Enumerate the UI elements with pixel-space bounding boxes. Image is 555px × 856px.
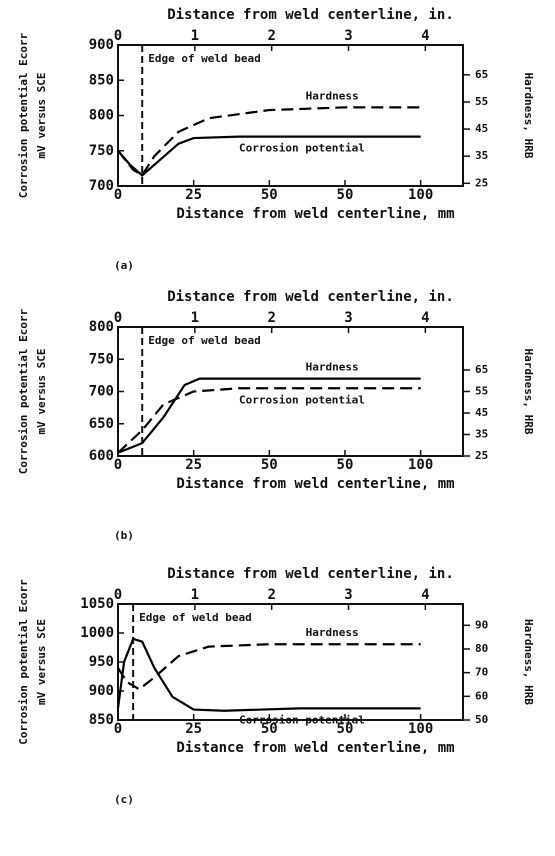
y2-tick-label: 65 <box>475 363 488 376</box>
y-axis-title: Corrosion potential Ecorr <box>17 32 30 198</box>
x-tick-label: 50 <box>337 721 354 737</box>
y-tick-label: 800 <box>89 108 114 124</box>
x2-tick-label: 1 <box>191 310 199 326</box>
x-tick-label: 50 <box>337 187 354 203</box>
x-tick-label: 25 <box>185 187 202 203</box>
y2-tick-label: 90 <box>475 618 488 631</box>
x2-tick-label: 1 <box>191 28 199 44</box>
x-tick-label: 50 <box>261 187 278 203</box>
y-tick-label: 650 <box>89 416 114 432</box>
y2-tick-label: 45 <box>475 122 488 135</box>
y2-tick-label: 35 <box>475 149 488 162</box>
y-tick-label: 750 <box>89 351 114 367</box>
series-line <box>117 643 421 691</box>
y2-tick-label: 50 <box>475 713 488 726</box>
series-label: Hardness <box>306 626 359 639</box>
x2-tick-label: 3 <box>344 587 352 603</box>
x2-tick-label: 0 <box>114 310 122 326</box>
weld-edge-label: Edge of weld bead <box>139 611 252 624</box>
y-axis-title: Corrosion potential Ecorr <box>17 308 30 474</box>
x-tick-label: 25 <box>185 457 202 473</box>
x-tick-label: 100 <box>408 187 433 203</box>
weld-edge-label: Edge of weld bead <box>148 52 261 65</box>
x2-tick-label: 0 <box>114 587 122 603</box>
x-tick-label: 50 <box>261 721 278 737</box>
y2-tick-label: 45 <box>475 406 488 419</box>
y2-tick-label: 80 <box>475 642 488 655</box>
series-line <box>117 387 421 454</box>
y2-axis-title: Hardness, HRB <box>522 72 535 158</box>
y2-tick-label: 55 <box>475 95 488 108</box>
x-axis-title: Distance from weld centerline, mm <box>176 740 454 756</box>
x2-tick-label: 1 <box>191 587 199 603</box>
y-tick-label: 700 <box>89 178 114 194</box>
x-tick-label: 50 <box>261 457 278 473</box>
y2-tick-label: 25 <box>475 449 488 462</box>
y2-tick-label: 60 <box>475 689 488 702</box>
x2-tick-label: 4 <box>421 310 429 326</box>
series-line <box>117 135 421 177</box>
y-axis-title: mV versus SCE <box>35 348 48 434</box>
series-line <box>116 637 421 712</box>
y-tick-label: 950 <box>89 654 114 670</box>
series-label: Corrosion potential <box>239 393 365 406</box>
x2-tick-label: 0 <box>114 28 122 44</box>
x-axis-title: Distance from weld centerline, mm <box>176 476 454 492</box>
series-label: Corrosion potential <box>239 713 365 726</box>
x2-tick-label: 3 <box>344 310 352 326</box>
x-tick-label: 0 <box>114 457 122 473</box>
series-line <box>117 377 421 454</box>
y-axis-title: mV versus SCE <box>35 619 48 705</box>
panel-caption: (a) <box>114 259 134 272</box>
y-tick-label: 700 <box>89 384 114 400</box>
x2-tick-label: 2 <box>267 587 275 603</box>
y2-tick-label: 70 <box>475 666 488 679</box>
top-axis-title: Distance from weld centerline, in. <box>167 566 454 582</box>
series-label: Corrosion potential <box>239 142 365 155</box>
y-tick-label: 750 <box>89 143 114 159</box>
panel-caption: (b) <box>114 529 134 542</box>
y2-axis-title: Hardness, HRB <box>522 348 535 434</box>
y2-tick-label: 35 <box>475 428 488 441</box>
series-label: Hardness <box>306 89 359 102</box>
y-tick-label: 900 <box>89 37 114 53</box>
x-tick-label: 25 <box>185 721 202 737</box>
y-axis-title: mV versus SCE <box>35 72 48 158</box>
y2-tick-label: 65 <box>475 68 488 81</box>
x2-tick-label: 2 <box>267 28 275 44</box>
y-tick-label: 1000 <box>80 625 114 641</box>
y-tick-label: 1050 <box>80 596 114 612</box>
x-axis-title: Distance from weld centerline, mm <box>176 206 454 222</box>
x-tick-label: 50 <box>337 457 354 473</box>
x2-tick-label: 2 <box>267 310 275 326</box>
y2-tick-label: 25 <box>475 176 488 189</box>
top-axis-title: Distance from weld centerline, in. <box>167 289 454 305</box>
x-tick-label: 0 <box>114 721 122 737</box>
y-tick-label: 850 <box>89 712 114 728</box>
weld-edge-label: Edge of weld bead <box>148 334 261 347</box>
x-tick-label: 100 <box>408 721 433 737</box>
x-tick-label: 0 <box>114 187 122 203</box>
x2-tick-label: 4 <box>421 587 429 603</box>
y2-tick-label: 55 <box>475 385 488 398</box>
plot-frame <box>117 44 464 187</box>
series-label: Hardness <box>306 361 359 374</box>
y-axis-title: Corrosion potential Ecorr <box>17 579 30 745</box>
y-tick-label: 900 <box>89 683 114 699</box>
y-tick-label: 800 <box>89 319 114 335</box>
x2-tick-label: 4 <box>421 28 429 44</box>
x2-tick-label: 3 <box>344 28 352 44</box>
y-tick-label: 850 <box>89 72 114 88</box>
x-tick-label: 100 <box>408 457 433 473</box>
top-axis-title: Distance from weld centerline, in. <box>167 7 454 23</box>
panel-caption: (c) <box>114 793 134 806</box>
y2-axis-title: Hardness, HRB <box>522 619 535 705</box>
y-tick-label: 600 <box>89 448 114 464</box>
